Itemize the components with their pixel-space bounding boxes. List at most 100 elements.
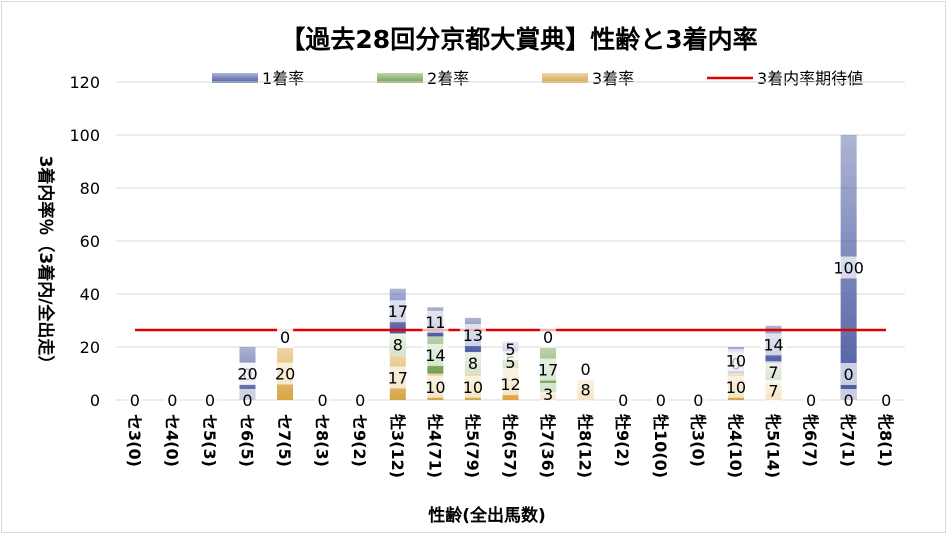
data-label-bg (422, 375, 449, 398)
data-label: 0 (205, 391, 215, 410)
x-tick-label: セ4(0) (162, 414, 181, 467)
data-label: 7 (768, 382, 778, 401)
x-tick-label: 牝8(1) (876, 414, 895, 467)
x-tick-label: 牡3(12) (388, 414, 407, 478)
x-tick-label: 牡6(57) (501, 414, 520, 478)
data-label-bg (535, 358, 562, 381)
data-label: 0 (656, 391, 666, 410)
data-label-bg (239, 389, 256, 411)
x-tick-label: 牝5(14) (764, 414, 783, 478)
chart-title: 【過去28回分京都大賞典】性齢と3着内率 (280, 25, 757, 54)
data-label-bg (615, 389, 632, 411)
y-tick-label: 120 (69, 73, 100, 92)
legend-swatch (542, 73, 588, 83)
data-label: 20 (275, 365, 295, 384)
data-label: 13 (463, 326, 483, 345)
data-label: 17 (388, 302, 408, 321)
data-label-bg (765, 361, 782, 384)
data-label: 0 (130, 391, 140, 410)
x-tick-label: 牝3(0) (688, 414, 707, 467)
x-tick-label: 牡10(0) (651, 414, 670, 478)
y-tick-label: 100 (69, 126, 100, 145)
data-label-bg (577, 357, 594, 380)
data-label-bg (652, 389, 669, 411)
x-tick-label: セ9(2) (350, 414, 369, 467)
legend: 1着率 2着率 3着率 3着内率期待値 (212, 69, 863, 88)
data-label: 10 (463, 378, 483, 397)
x-axis-label: 性齢(全出馬数) (428, 505, 546, 526)
data-label: 100 (833, 259, 864, 278)
legend-label: 1着率 (262, 69, 304, 88)
data-label-bg (277, 326, 294, 348)
data-label-bg (803, 389, 820, 411)
data-label-bg (352, 389, 369, 411)
data-label: 0 (355, 391, 365, 410)
data-label-bg (577, 378, 594, 401)
x-tick-label: セ8(3) (313, 414, 332, 467)
data-label: 0 (318, 391, 328, 410)
data-label: 0 (618, 391, 628, 410)
x-tick-label: セ5(3) (200, 414, 219, 467)
data-label-bg (164, 389, 181, 411)
x-tick-label: 牡7(36) (538, 414, 557, 478)
data-label-bg (389, 333, 406, 356)
data-label-bg (497, 373, 524, 396)
legend-label: 3着率 (592, 69, 634, 88)
data-label: 0 (693, 391, 703, 410)
data-label: 0 (844, 365, 854, 384)
data-label: 0 (280, 328, 290, 347)
data-label-bg (234, 362, 261, 385)
data-label: 0 (881, 391, 891, 410)
y-tick-label: 40 (80, 285, 100, 304)
data-label-bg (840, 363, 857, 385)
data-label: 0 (581, 360, 591, 379)
y-axis-ticks: 0 20 40 60 80 100 120 (69, 73, 100, 410)
data-label: 12 (500, 375, 520, 394)
data-label-bg (201, 389, 218, 411)
data-label-bg (690, 389, 707, 411)
y-tick-label: 0 (90, 391, 100, 410)
y-tick-label: 60 (80, 232, 100, 251)
y-tick-label: 20 (80, 338, 100, 357)
data-label: 14 (763, 335, 783, 354)
y-tick-label: 80 (80, 179, 100, 198)
data-labels: 0000020200000178171014111081312553170800… (126, 256, 895, 411)
data-label-bg (540, 326, 557, 348)
data-label: 17 (538, 361, 558, 380)
x-tick-label: セ6(5) (238, 414, 257, 467)
data-label: 5 (505, 353, 515, 372)
data-label-bg (540, 383, 557, 405)
data-label-bg (459, 375, 486, 398)
x-tick-label: 牡4(71) (425, 414, 444, 478)
data-label-bg (314, 389, 331, 411)
data-label: 8 (468, 354, 478, 373)
data-label: 0 (242, 391, 252, 410)
data-label: 8 (581, 380, 591, 399)
x-tick-label: セ3(0) (125, 414, 144, 467)
data-label: 0 (844, 391, 854, 410)
data-label-bg (760, 333, 787, 356)
data-label: 0 (167, 391, 177, 410)
data-label-bg (384, 300, 411, 323)
data-label: 10 (726, 351, 746, 370)
data-label: 8 (393, 335, 403, 354)
data-label-bg (765, 379, 782, 402)
legend-swatch (212, 73, 258, 83)
data-label-bg (422, 343, 449, 366)
data-label-bg (830, 256, 867, 279)
x-tick-label: 牡9(2) (613, 414, 632, 467)
data-label-bg (459, 324, 486, 347)
data-label-bg (722, 349, 749, 372)
x-axis-ticks: セ3(0) セ4(0) セ5(3) セ6(5) セ7(5) セ8(3) セ9(2) 牡3(12… (125, 414, 895, 478)
x-tick-label: セ7(5) (275, 414, 294, 467)
data-label-bg (422, 310, 449, 333)
data-label: 10 (726, 378, 746, 397)
data-label: 10 (425, 378, 445, 397)
data-label-bg (384, 366, 411, 389)
x-tick-label: 牝7(1) (839, 414, 858, 467)
legend-label: 3着内率期待値 (757, 69, 863, 88)
legend-label: 2着率 (427, 69, 469, 88)
data-label: 20 (237, 365, 257, 384)
